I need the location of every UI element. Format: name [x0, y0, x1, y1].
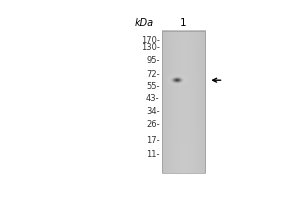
Text: kDa: kDa — [135, 18, 154, 28]
Text: 43-: 43- — [146, 94, 160, 103]
Text: 34-: 34- — [146, 107, 160, 116]
Text: 130-: 130- — [141, 43, 160, 52]
Text: 170-: 170- — [141, 36, 160, 45]
Text: 72-: 72- — [146, 70, 160, 79]
Text: 95-: 95- — [146, 56, 160, 65]
Text: 17-: 17- — [146, 136, 160, 145]
Bar — [162, 31, 205, 173]
Text: 26-: 26- — [146, 120, 160, 129]
Text: 11-: 11- — [146, 150, 160, 159]
Text: 1: 1 — [180, 18, 187, 28]
Text: 55-: 55- — [146, 82, 160, 91]
